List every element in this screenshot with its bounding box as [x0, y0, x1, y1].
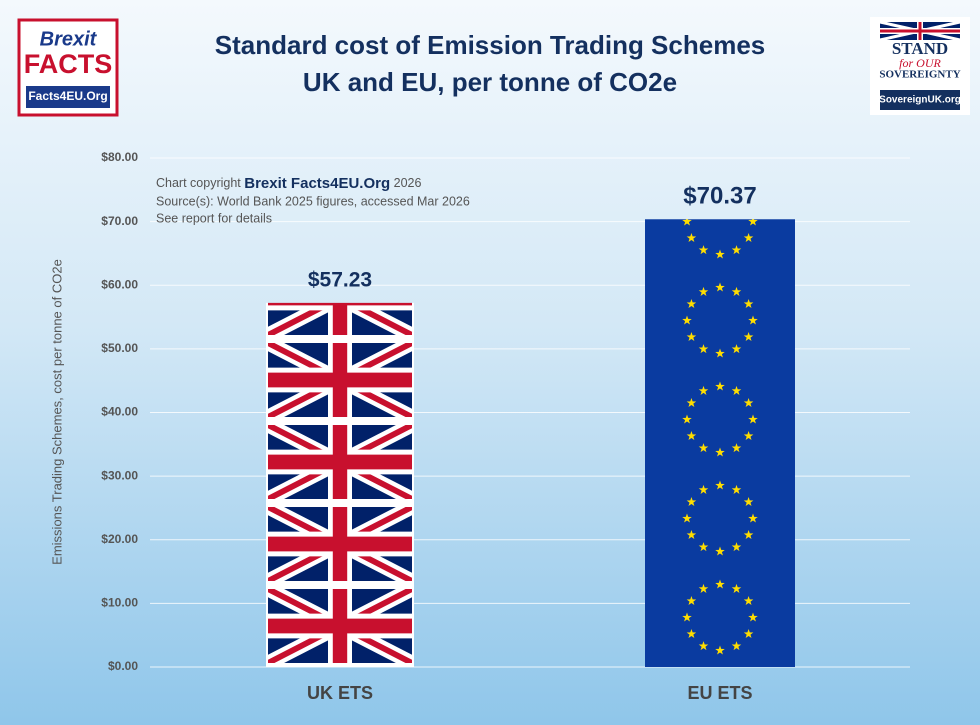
- logo-right: STAND for OUR SOVEREIGNTY SovereignUK.or…: [870, 17, 970, 115]
- annotation: Chart copyright Brexit Facts4EU.Org 2026: [156, 175, 421, 192]
- logo-band: [880, 90, 960, 110]
- y-tick-label: $10.00: [101, 596, 138, 610]
- value-label: $70.37: [683, 183, 756, 210]
- logo-text: SovereignUK.org: [879, 95, 961, 106]
- x-tick-label: UK ETS: [307, 683, 373, 703]
- bar: [266, 302, 414, 667]
- y-tick-label: $80.00: [101, 150, 138, 164]
- logo-text: FACTS: [24, 49, 113, 79]
- logo-band: [26, 86, 110, 108]
- logo-text: Brexit: [40, 28, 98, 50]
- logo-text: for OUR: [899, 56, 941, 70]
- annotation-part: 2026: [394, 176, 422, 190]
- y-tick-label: $0.00: [108, 659, 138, 673]
- y-tick-label: $60.00: [101, 277, 138, 291]
- annotation-part: Brexit Facts4EU.Org: [244, 175, 390, 192]
- x-tick-label: EU ETS: [687, 683, 752, 703]
- y-tick-label: $20.00: [101, 532, 138, 546]
- chart-title: Standard cost of Emission Trading Scheme…: [215, 30, 765, 60]
- value-label: $57.23: [308, 268, 372, 291]
- y-tick-label: $50.00: [101, 341, 138, 355]
- chart-subtitle: UK and EU, per tonne of CO2e: [303, 67, 677, 97]
- logo-text: Facts4EU.Org: [28, 89, 107, 103]
- y-axis-label: Emissions Trading Schemes, cost per tonn…: [49, 259, 64, 565]
- y-tick-label: $40.00: [101, 405, 138, 419]
- logo-text: SOVEREIGNTY: [879, 69, 960, 81]
- annotation: See report for details: [156, 211, 272, 225]
- annotation-part: Chart copyright: [156, 176, 241, 190]
- annotation: Source(s): World Bank 2025 figures, acce…: [156, 194, 470, 208]
- bars: UK ETS $57.23 EU ETS $70.37: [266, 183, 795, 703]
- y-tick-label: $30.00: [101, 468, 138, 482]
- y-tick-label: $70.00: [101, 214, 138, 228]
- bar: [645, 219, 795, 667]
- logo-left: Brexit FACTS Facts4EU.Org: [17, 18, 119, 117]
- logo-text: STAND: [892, 39, 948, 58]
